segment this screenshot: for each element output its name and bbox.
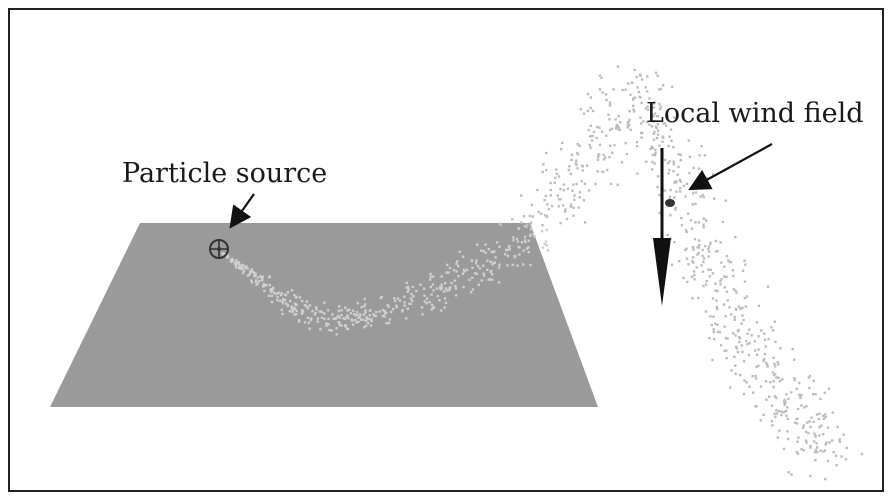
wind-field-pointer-arrow <box>688 143 773 191</box>
particle-diagram <box>50 65 864 481</box>
source-pointer-arrow <box>229 193 255 229</box>
wind-field-marker <box>665 199 675 207</box>
wind-vector-down-arrow-icon <box>653 148 671 306</box>
local-wind-field-label: Local wind field <box>646 98 864 129</box>
figure-frame: Particle source Local wind field <box>8 8 884 492</box>
ground-plane <box>50 223 598 407</box>
particle-source-label: Particle source <box>122 158 328 189</box>
source-marker-icon <box>209 239 229 259</box>
particle-cloud <box>221 65 864 481</box>
